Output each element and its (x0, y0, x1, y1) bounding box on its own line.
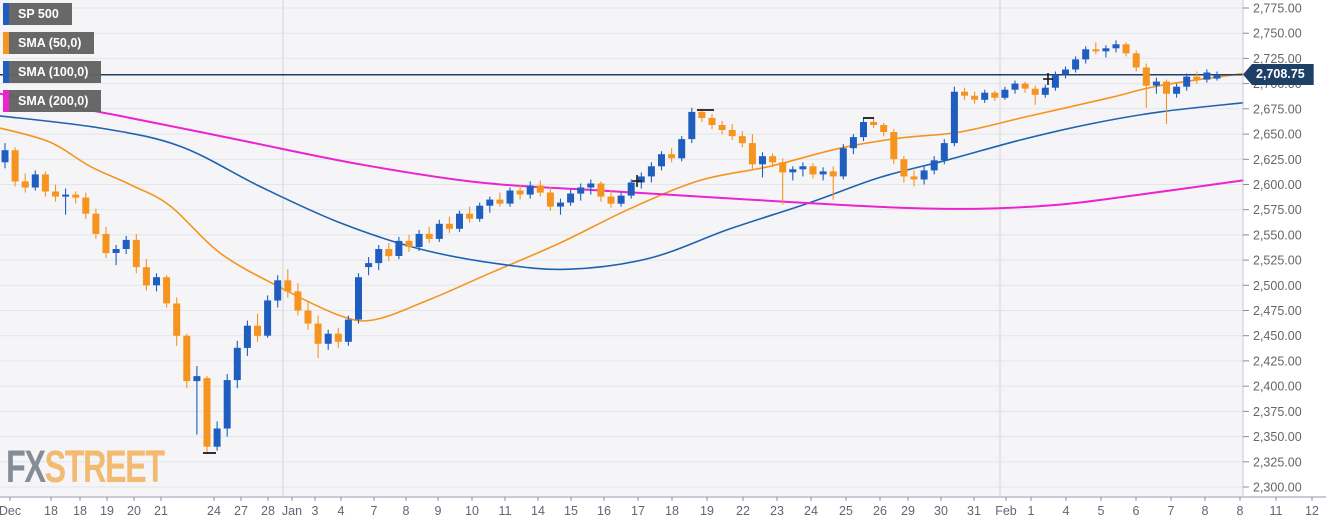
legend-item-sma50[interactable]: SMA (50,0) (3, 32, 95, 54)
svg-text:9: 9 (435, 504, 442, 518)
svg-text:Jan: Jan (282, 504, 302, 518)
series-color-swatch (3, 90, 9, 112)
svg-text:31: 31 (967, 504, 981, 518)
svg-text:2,650.00: 2,650.00 (1253, 128, 1302, 142)
svg-text:2,475.00: 2,475.00 (1253, 304, 1302, 318)
svg-text:1: 1 (1028, 504, 1035, 518)
price-axis[interactable]: 2,775.002,750.002,725.002,700.002,675.00… (1243, 2, 1302, 495)
svg-text:19: 19 (100, 504, 114, 518)
svg-text:7: 7 (1168, 504, 1175, 518)
sma-line-2 (0, 92, 1244, 210)
svg-text:2,625.00: 2,625.00 (1253, 153, 1302, 167)
svg-text:6: 6 (1133, 504, 1140, 518)
svg-text:19: 19 (700, 504, 714, 518)
time-axis[interactable]: Dec 18 18 19 20 21 24 27 28 Jan 3 4 7 8 9 10 11 14 15 16 17 1… (0, 497, 1319, 518)
legend-item-sma200[interactable]: SMA (200,0) (3, 90, 102, 112)
legend-label: SMA (200,0) (18, 94, 89, 108)
svg-text:14: 14 (531, 504, 545, 518)
svg-text:3: 3 (312, 504, 319, 518)
svg-text:2,325.00: 2,325.00 (1253, 455, 1302, 469)
legend-label: SMA (50,0) (18, 36, 82, 50)
svg-text:16: 16 (597, 504, 611, 518)
series-color-swatch (3, 61, 9, 83)
svg-text:2,550.00: 2,550.00 (1253, 228, 1302, 242)
svg-text:11: 11 (499, 504, 512, 518)
svg-text:28: 28 (261, 504, 275, 518)
svg-text:2,725.00: 2,725.00 (1253, 52, 1302, 66)
svg-text:21: 21 (154, 504, 168, 518)
grid-layer (0, 0, 1243, 497)
svg-text:2,575.00: 2,575.00 (1253, 203, 1302, 217)
svg-text:10: 10 (465, 504, 479, 518)
sma-line-0 (0, 72, 1244, 322)
svg-text:26: 26 (873, 504, 887, 518)
svg-text:8: 8 (403, 504, 410, 518)
svg-text:18: 18 (665, 504, 679, 518)
svg-text:4: 4 (1063, 504, 1070, 518)
svg-text:2,775.00: 2,775.00 (1253, 2, 1302, 16)
svg-text:30: 30 (934, 504, 948, 518)
svg-text:2,675.00: 2,675.00 (1253, 102, 1302, 116)
svg-text:2,350.00: 2,350.00 (1253, 430, 1302, 444)
series-color-swatch (3, 32, 9, 54)
svg-text:5: 5 (1098, 504, 1105, 518)
svg-text:7: 7 (371, 504, 378, 518)
svg-text:18: 18 (44, 504, 58, 518)
legend-item-sp500[interactable]: SP 500 (3, 3, 72, 25)
svg-text:2,500.00: 2,500.00 (1253, 279, 1302, 293)
fxstreet-logo: FXSTREET (6, 444, 165, 489)
chart-legend: SP 500 SMA (50,0) SMA (100,0) SMA (200,0… (3, 3, 102, 119)
logo-fx: FX (6, 441, 46, 492)
svg-text:18: 18 (73, 504, 87, 518)
svg-text:2,425.00: 2,425.00 (1253, 354, 1302, 368)
svg-text:2,300.00: 2,300.00 (1253, 481, 1302, 495)
svg-text:24: 24 (207, 504, 221, 518)
svg-text:15: 15 (564, 504, 578, 518)
svg-text:27: 27 (234, 504, 248, 518)
legend-item-sma100[interactable]: SMA (100,0) (3, 61, 102, 83)
svg-text:12: 12 (1305, 504, 1319, 518)
svg-text:2,750.00: 2,750.00 (1253, 27, 1302, 41)
svg-text:2,600.00: 2,600.00 (1253, 178, 1302, 192)
legend-label: SMA (100,0) (18, 65, 89, 79)
svg-text:24: 24 (804, 504, 818, 518)
series-color-swatch (3, 3, 9, 25)
svg-text:2,525.00: 2,525.00 (1253, 254, 1302, 268)
svg-text:4: 4 (338, 504, 345, 518)
svg-text:23: 23 (770, 504, 784, 518)
svg-text:Dec: Dec (0, 504, 21, 518)
svg-text:2,450.00: 2,450.00 (1253, 329, 1302, 343)
svg-text:22: 22 (736, 504, 750, 518)
legend-label: SP 500 (18, 7, 59, 21)
svg-text:2,375.00: 2,375.00 (1253, 405, 1302, 419)
svg-text:Feb: Feb (995, 504, 1017, 518)
last-price-tag: 2,708.75 (1243, 64, 1314, 85)
sma-line-1 (0, 102, 1244, 271)
svg-text:2,400.00: 2,400.00 (1253, 380, 1302, 394)
candles-layer (1, 40, 1221, 453)
svg-text:17: 17 (631, 504, 645, 518)
svg-text:8: 8 (1202, 504, 1209, 518)
logo-street: STREET (44, 441, 166, 492)
svg-text:29: 29 (901, 504, 915, 518)
annotation-marks (203, 73, 1053, 454)
svg-text:20: 20 (127, 504, 141, 518)
svg-text:25: 25 (839, 504, 853, 518)
svg-text:8: 8 (1237, 504, 1244, 518)
svg-text:11: 11 (1270, 504, 1283, 518)
